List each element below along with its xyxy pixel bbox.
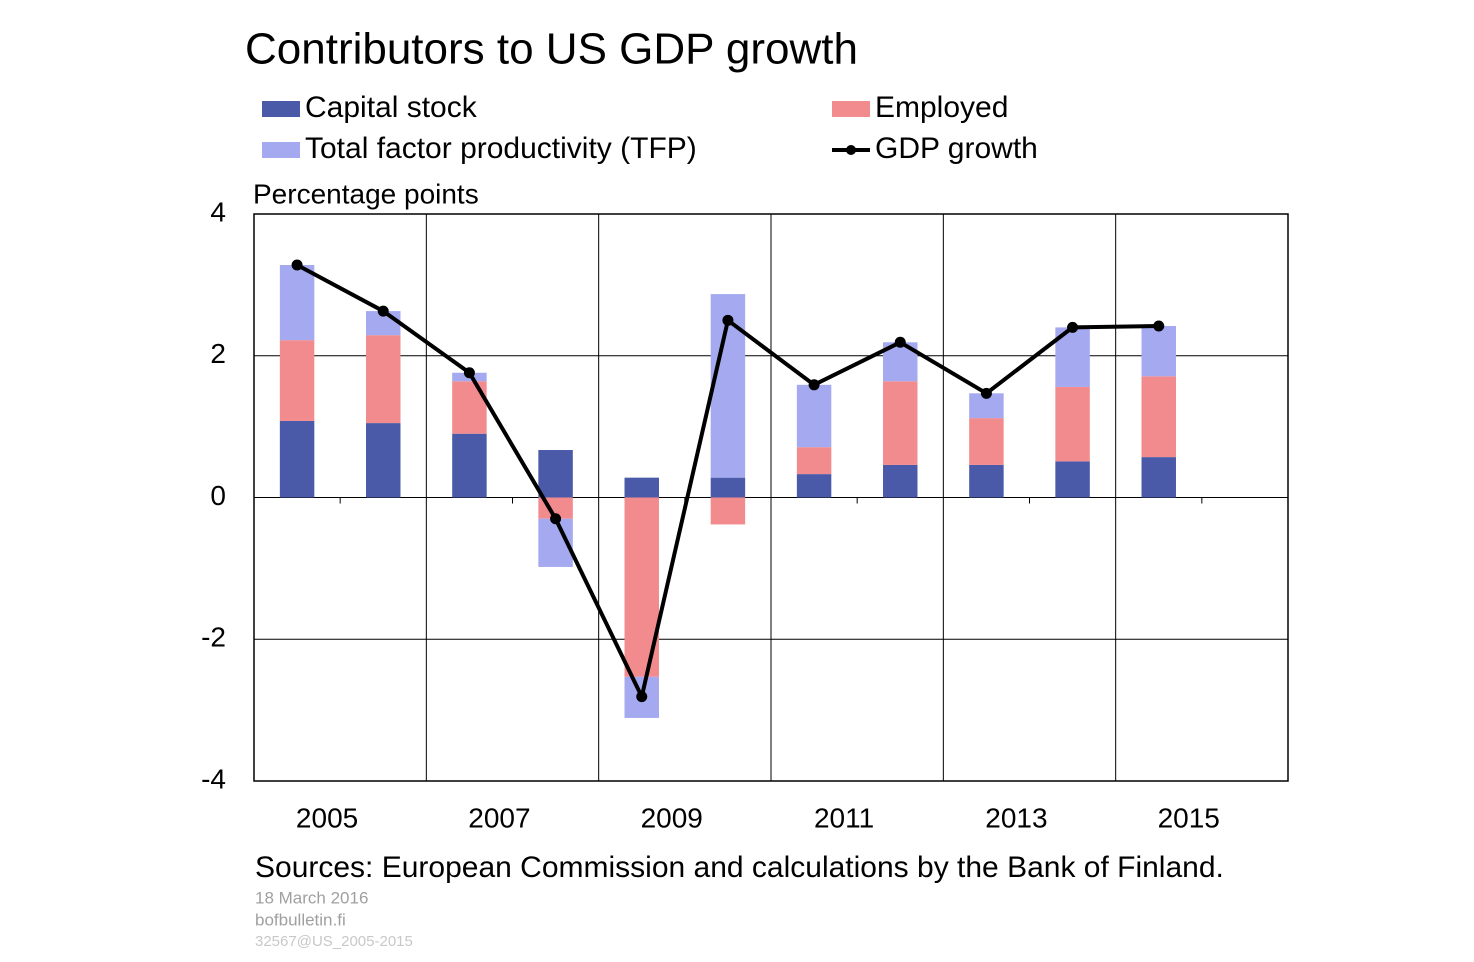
bar-segment [1055, 461, 1090, 498]
bar-segment [1141, 376, 1176, 458]
bar-segment [710, 497, 746, 525]
bar-segment [1055, 386, 1090, 462]
line-point [291, 259, 303, 271]
x-tick-label: 2015 [1158, 802, 1220, 833]
source-note: Sources: European Commission and calcula… [255, 851, 1224, 884]
bar-segment [279, 420, 315, 498]
bar-segment [710, 477, 746, 498]
legend-label: Capital stock [305, 91, 478, 124]
x-tick-label: 2005 [296, 802, 358, 833]
bar-segment [279, 340, 315, 421]
bar-segment [883, 464, 918, 498]
bar-segment [1141, 325, 1176, 377]
bar-segment [624, 477, 659, 498]
x-tick-label: 2007 [468, 802, 530, 833]
bar-segment [452, 381, 487, 434]
legend-swatch [832, 101, 870, 117]
legend-label: Employed [875, 91, 1008, 124]
y-axis-label: Percentage points [253, 178, 479, 209]
legend-label: Total factor productivity (TFP) [305, 132, 697, 165]
line-point [808, 379, 820, 391]
footer-site: bofbulletin.fi [255, 910, 346, 929]
y-tick-label: -2 [201, 622, 226, 653]
y-tick-label: 2 [210, 338, 226, 369]
bar-segment [279, 265, 315, 341]
legend-swatch [262, 142, 300, 158]
legend-swatch [262, 101, 300, 117]
line-point [550, 513, 562, 525]
bar-segment [366, 335, 401, 424]
bar-segment [796, 447, 832, 475]
bar-segment [538, 450, 573, 498]
y-tick-label: -4 [201, 763, 226, 794]
line-point [463, 367, 475, 379]
chart-title: Contributors to US GDP growth [245, 25, 858, 74]
bar-segment [969, 418, 1004, 465]
footer-id: 32567@US_2005-2015 [255, 933, 413, 950]
line-point [894, 336, 906, 348]
plot-frame [253, 213, 1289, 782]
bar-segment [366, 423, 401, 498]
line-point [1067, 321, 1079, 333]
bar-segment [796, 474, 832, 498]
bar-segment [452, 433, 487, 498]
line-point [636, 691, 648, 703]
bar-segment [1141, 457, 1176, 498]
bar-segment [796, 384, 832, 448]
line-point [722, 314, 734, 326]
x-tick-label: 2011 [814, 802, 874, 833]
bar-segment [883, 381, 918, 465]
line-point [980, 387, 992, 399]
y-tick-label: 4 [210, 196, 226, 227]
x-tick-label: 2013 [985, 802, 1047, 833]
line-point [1153, 320, 1165, 332]
legend-marker [846, 145, 856, 155]
x-tick-label: 2009 [641, 802, 703, 833]
bar-segment [969, 464, 1004, 498]
line-point [377, 305, 389, 317]
footer-date: 18 March 2016 [255, 888, 368, 907]
y-tick-label: 0 [210, 480, 226, 511]
legend-label: GDP growth [875, 132, 1038, 165]
